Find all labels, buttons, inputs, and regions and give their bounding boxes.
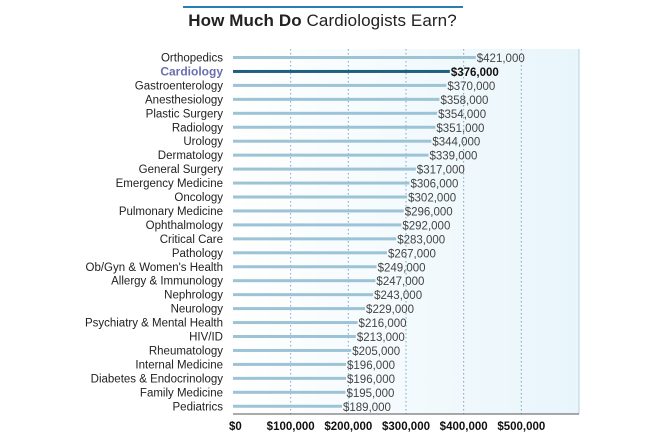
category-label: Allergy & Immunology <box>111 276 223 288</box>
value-label: $354,000 <box>438 109 486 121</box>
chart-title: How Much Do Cardiologists Earn? <box>0 11 645 31</box>
bar <box>233 167 416 171</box>
bar <box>233 83 447 87</box>
category-label: Pathology <box>172 248 223 260</box>
value-label: $370,000 <box>447 81 495 93</box>
x-tick-label: $100,000 <box>267 421 315 433</box>
bar <box>233 209 404 213</box>
x-tick-label: $300,000 <box>382 421 430 433</box>
category-label: Critical Care <box>160 234 223 246</box>
bar <box>233 56 476 59</box>
title-block: How Much Do Cardiologists Earn? <box>0 0 645 40</box>
value-label: $358,000 <box>440 95 488 107</box>
category-label: Orthopedics <box>161 53 223 65</box>
bar <box>233 97 440 101</box>
category-label: Dermatology <box>158 150 223 162</box>
category-label: Rheumatology <box>149 345 223 357</box>
value-label: $213,000 <box>357 332 405 344</box>
category-label: Oncology <box>174 192 223 204</box>
bar <box>233 362 347 366</box>
category-label: Anesthesiology <box>145 94 223 106</box>
bar <box>233 307 366 311</box>
category-label: General Surgery <box>139 164 224 176</box>
category-label: Nephrology <box>164 290 223 302</box>
category-label: Family Medicine <box>140 387 223 399</box>
value-label: $283,000 <box>397 234 445 246</box>
x-tick-label: $0 <box>229 421 242 433</box>
value-label: $189,000 <box>343 402 391 414</box>
value-label: $376,000 <box>451 67 499 79</box>
category-label: Gastroenterology <box>135 80 223 92</box>
value-label: $196,000 <box>347 360 395 372</box>
bars <box>233 56 476 408</box>
title-rule <box>183 6 463 8</box>
value-label: $306,000 <box>410 179 458 191</box>
category-label: Pediatrics <box>173 401 224 413</box>
value-label: $267,000 <box>388 248 436 260</box>
bar <box>233 321 358 325</box>
x-tick-label: $200,000 <box>324 421 372 433</box>
category-label: Pulmonary Medicine <box>119 206 223 218</box>
bar <box>233 111 438 115</box>
bar <box>233 69 450 73</box>
category-label: Urology <box>183 136 223 148</box>
value-label: $243,000 <box>374 290 422 302</box>
value-label: $196,000 <box>347 374 395 386</box>
bar <box>233 125 436 129</box>
value-label: $317,000 <box>417 165 465 177</box>
category-label: Neurology <box>171 304 224 316</box>
bar <box>233 195 408 199</box>
value-label: $344,000 <box>432 137 480 149</box>
bar <box>233 237 397 241</box>
category-label: Emergency Medicine <box>116 178 223 190</box>
bar <box>233 376 347 380</box>
value-label: $302,000 <box>408 193 456 205</box>
category-label: Radiology <box>172 122 223 134</box>
value-label: $195,000 <box>346 388 394 400</box>
value-label: $421,000 <box>477 53 525 65</box>
bar <box>233 223 402 227</box>
category-label: Plastic Surgery <box>146 108 224 120</box>
value-label: $247,000 <box>376 276 424 288</box>
value-label: $249,000 <box>378 262 426 274</box>
bar <box>233 293 374 297</box>
category-label: HIV/ID <box>189 332 223 344</box>
bar <box>233 153 429 157</box>
value-labels: $421,000 $376,000 $370,000 $358,000 $354,000… <box>343 53 525 414</box>
bar <box>233 251 387 255</box>
category-label: Ob/Gyn & Women's Health <box>86 262 223 274</box>
value-label: $339,000 <box>429 151 477 163</box>
category-label: Psychiatry & Mental Health <box>85 318 223 330</box>
category-label: Ophthalmology <box>146 220 224 232</box>
bar <box>233 404 342 408</box>
bar <box>233 335 356 338</box>
value-label: $205,000 <box>352 346 400 358</box>
chart-title-bold: How Much Do <box>188 11 302 30</box>
x-tick-label: $400,000 <box>440 421 488 433</box>
grid-lines <box>290 49 580 414</box>
x-axis-tick-labels: $0 $100,000 $200,000 $300,000 $400,000 $500,0… <box>229 421 545 433</box>
bar <box>233 139 432 143</box>
bar <box>233 279 376 283</box>
value-label: $216,000 <box>359 318 407 330</box>
value-label: $229,000 <box>366 304 414 316</box>
category-label: Diabetes & Endocrinology <box>91 373 224 385</box>
chart-title-rest: Cardiologists Earn? <box>301 11 457 30</box>
bar <box>233 265 377 269</box>
value-label: $351,000 <box>436 123 484 135</box>
value-label: $296,000 <box>405 206 453 218</box>
bar <box>233 181 410 185</box>
category-label: Internal Medicine <box>135 359 223 371</box>
x-tick-label: $500,000 <box>497 421 545 433</box>
category-label: Cardiology <box>160 64 223 78</box>
bar <box>233 348 352 352</box>
bar <box>233 390 346 394</box>
value-label: $292,000 <box>402 220 450 232</box>
